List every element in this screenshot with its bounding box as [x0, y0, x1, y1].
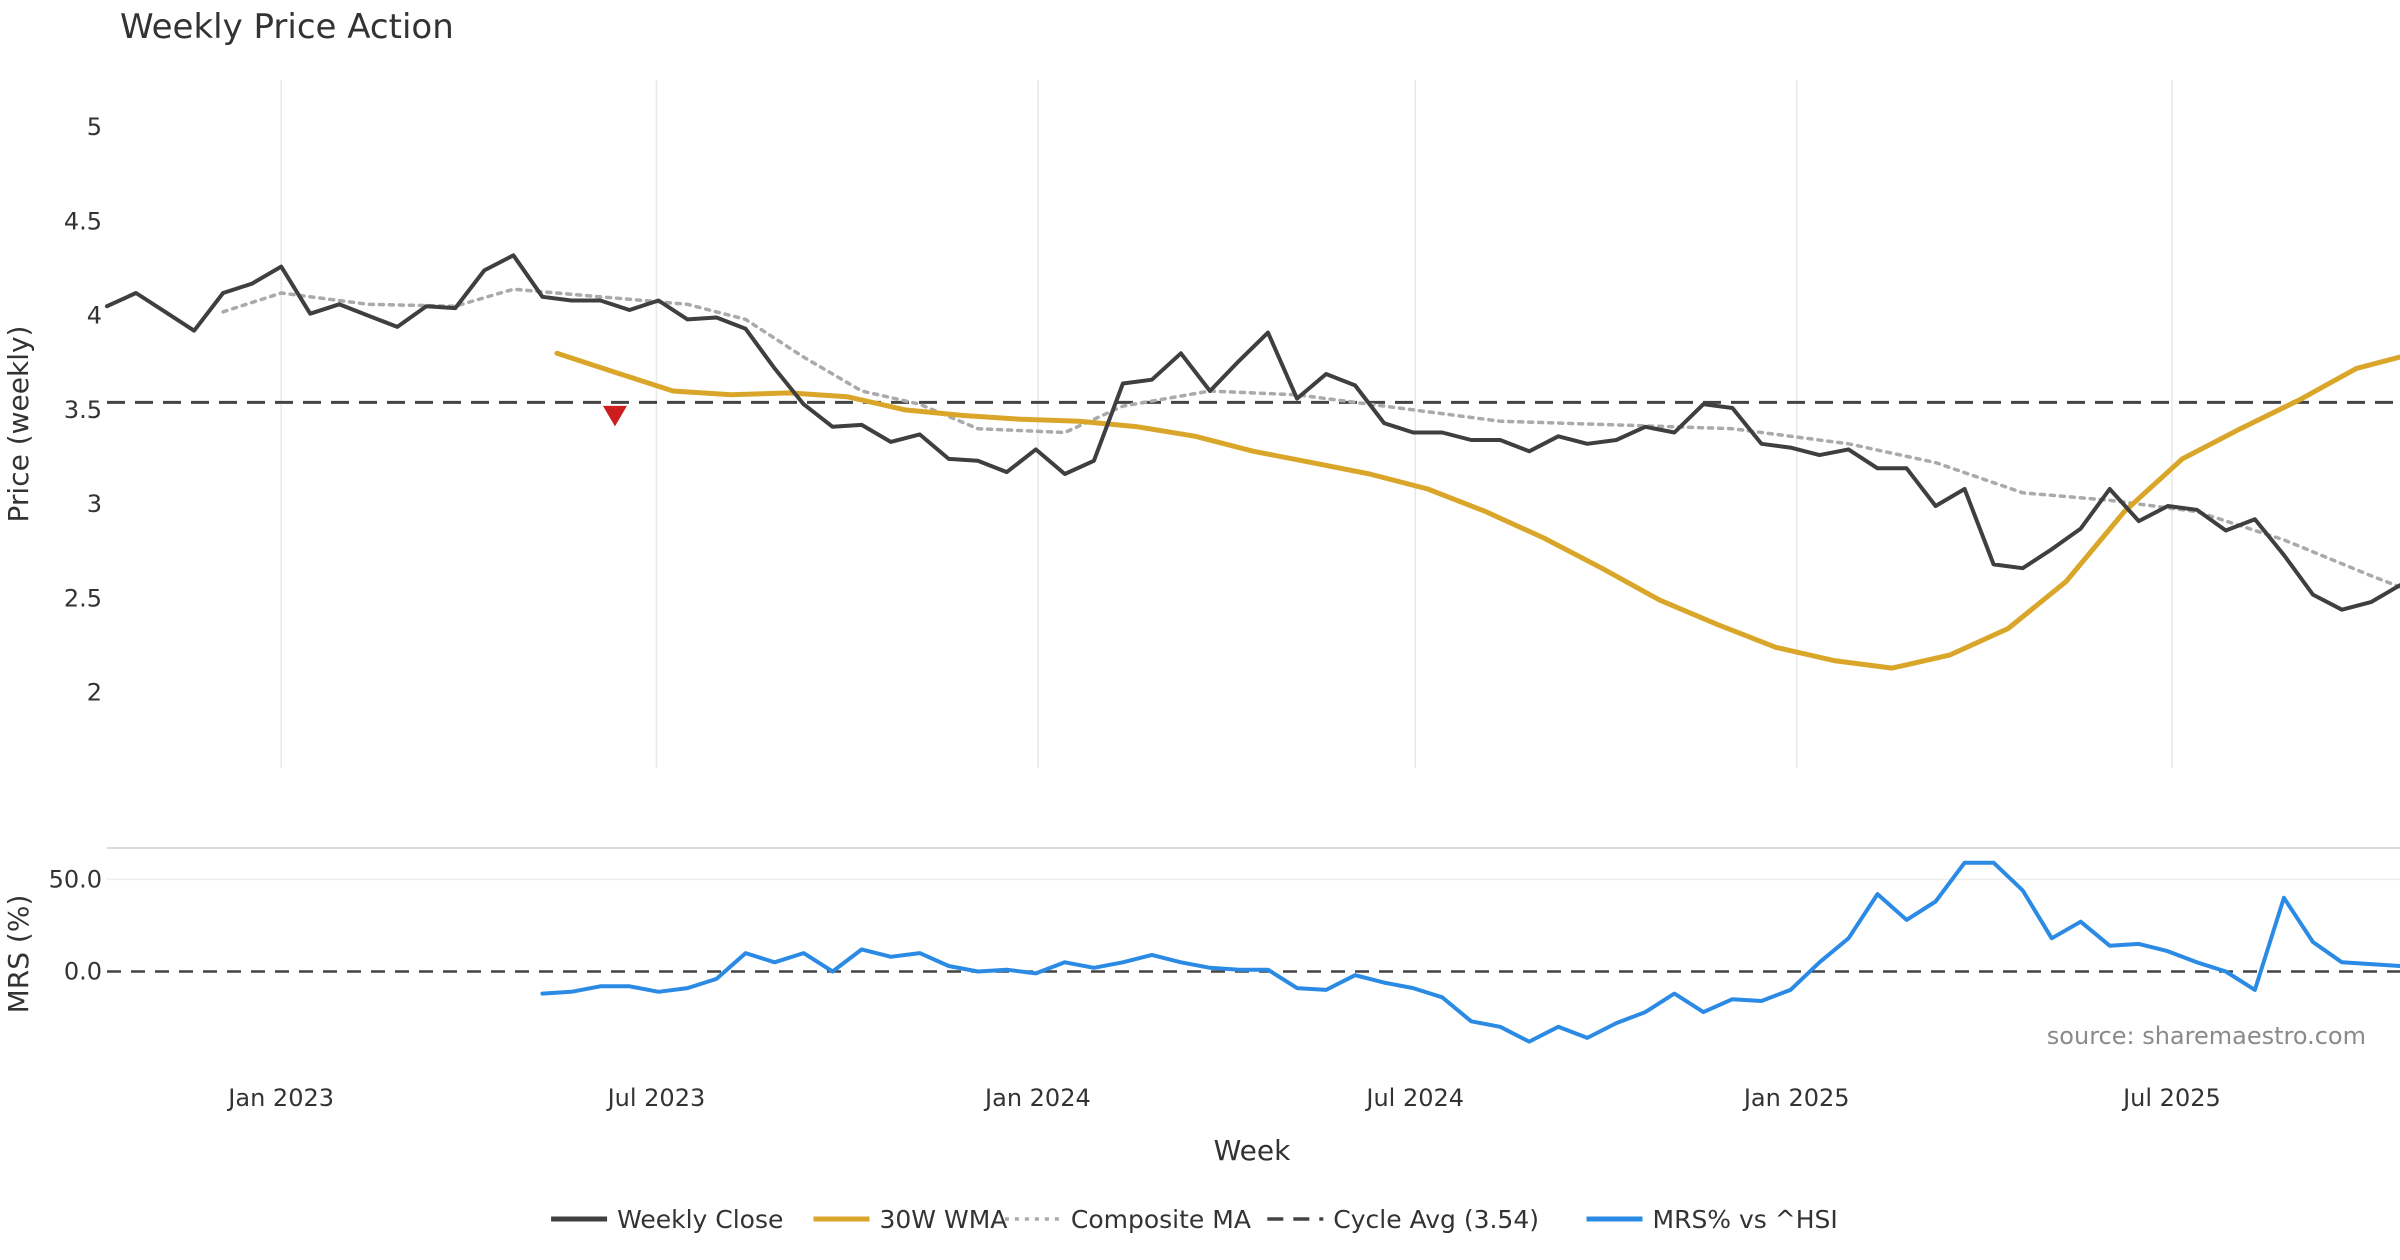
price-y-axis-title: Price (weekly)	[2, 326, 35, 523]
legend-item: 30W WMA	[813, 1205, 1008, 1234]
mrs-panel: 0.0 50.0 MRS (%)	[2, 847, 2400, 1044]
legend-item: Composite MA	[1004, 1205, 1251, 1234]
x-axis: Jan 2023 Jul 2023 Jan 2024 Jul 2024 Jan 2025…	[226, 1084, 2220, 1112]
weekly-close-line	[105, 253, 2400, 612]
legend-label: Weekly Close	[617, 1205, 783, 1234]
legend: Weekly Close 30W WMA Composite MA Cycle Avg…	[551, 1205, 1838, 1234]
x-tick-label: Jul 2023	[606, 1084, 706, 1112]
price-panel: 2 2.5 3 3.5 4 4.5 5 Price (weekly)	[2, 80, 2400, 768]
chart-title: Weekly Price Action	[120, 7, 454, 47]
legend-item: Cycle Avg (3.54)	[1267, 1205, 1539, 1234]
mrs-y-axis-title: MRS (%)	[2, 895, 35, 1014]
legend-label: Cycle Avg (3.54)	[1333, 1205, 1539, 1234]
x-tick-label: Jan 2025	[1742, 1084, 1850, 1112]
x-tick-label: Jan 2024	[983, 1084, 1091, 1112]
x-tick-label: Jan 2023	[226, 1084, 334, 1112]
price-y-tick-label: 4.5	[64, 207, 102, 235]
mrs-line	[540, 860, 2400, 1044]
wma-30w-line	[554, 350, 2400, 671]
legend-label: 30W WMA	[880, 1205, 1008, 1234]
price-y-tick-label: 3.5	[64, 396, 102, 424]
sell-signal-marker	[602, 405, 627, 427]
x-tick-label: Jul 2024	[1364, 1084, 1464, 1112]
price-y-tick-label: 2.5	[64, 584, 102, 612]
legend-label: Composite MA	[1071, 1205, 1251, 1234]
legend-item: MRS% vs ^HSI	[1586, 1205, 1838, 1234]
legend-item: Weekly Close	[551, 1205, 783, 1234]
price-y-tick-label: 5	[87, 113, 102, 141]
composite-ma-line	[221, 287, 2400, 589]
legend-label: MRS% vs ^HSI	[1653, 1205, 1838, 1234]
price-y-tick-label: 2	[87, 679, 102, 707]
mrs-y-tick-label: 50.0	[49, 865, 102, 893]
source-label: source: sharemaestro.com	[2047, 1022, 2366, 1050]
x-tick-label: Jul 2025	[2121, 1084, 2221, 1112]
x-axis-title: Week	[1214, 1134, 1291, 1167]
mrs-y-tick-label: 0.0	[64, 958, 102, 986]
price-y-tick-label: 3	[87, 490, 102, 518]
price-y-tick-label: 4	[87, 302, 102, 330]
